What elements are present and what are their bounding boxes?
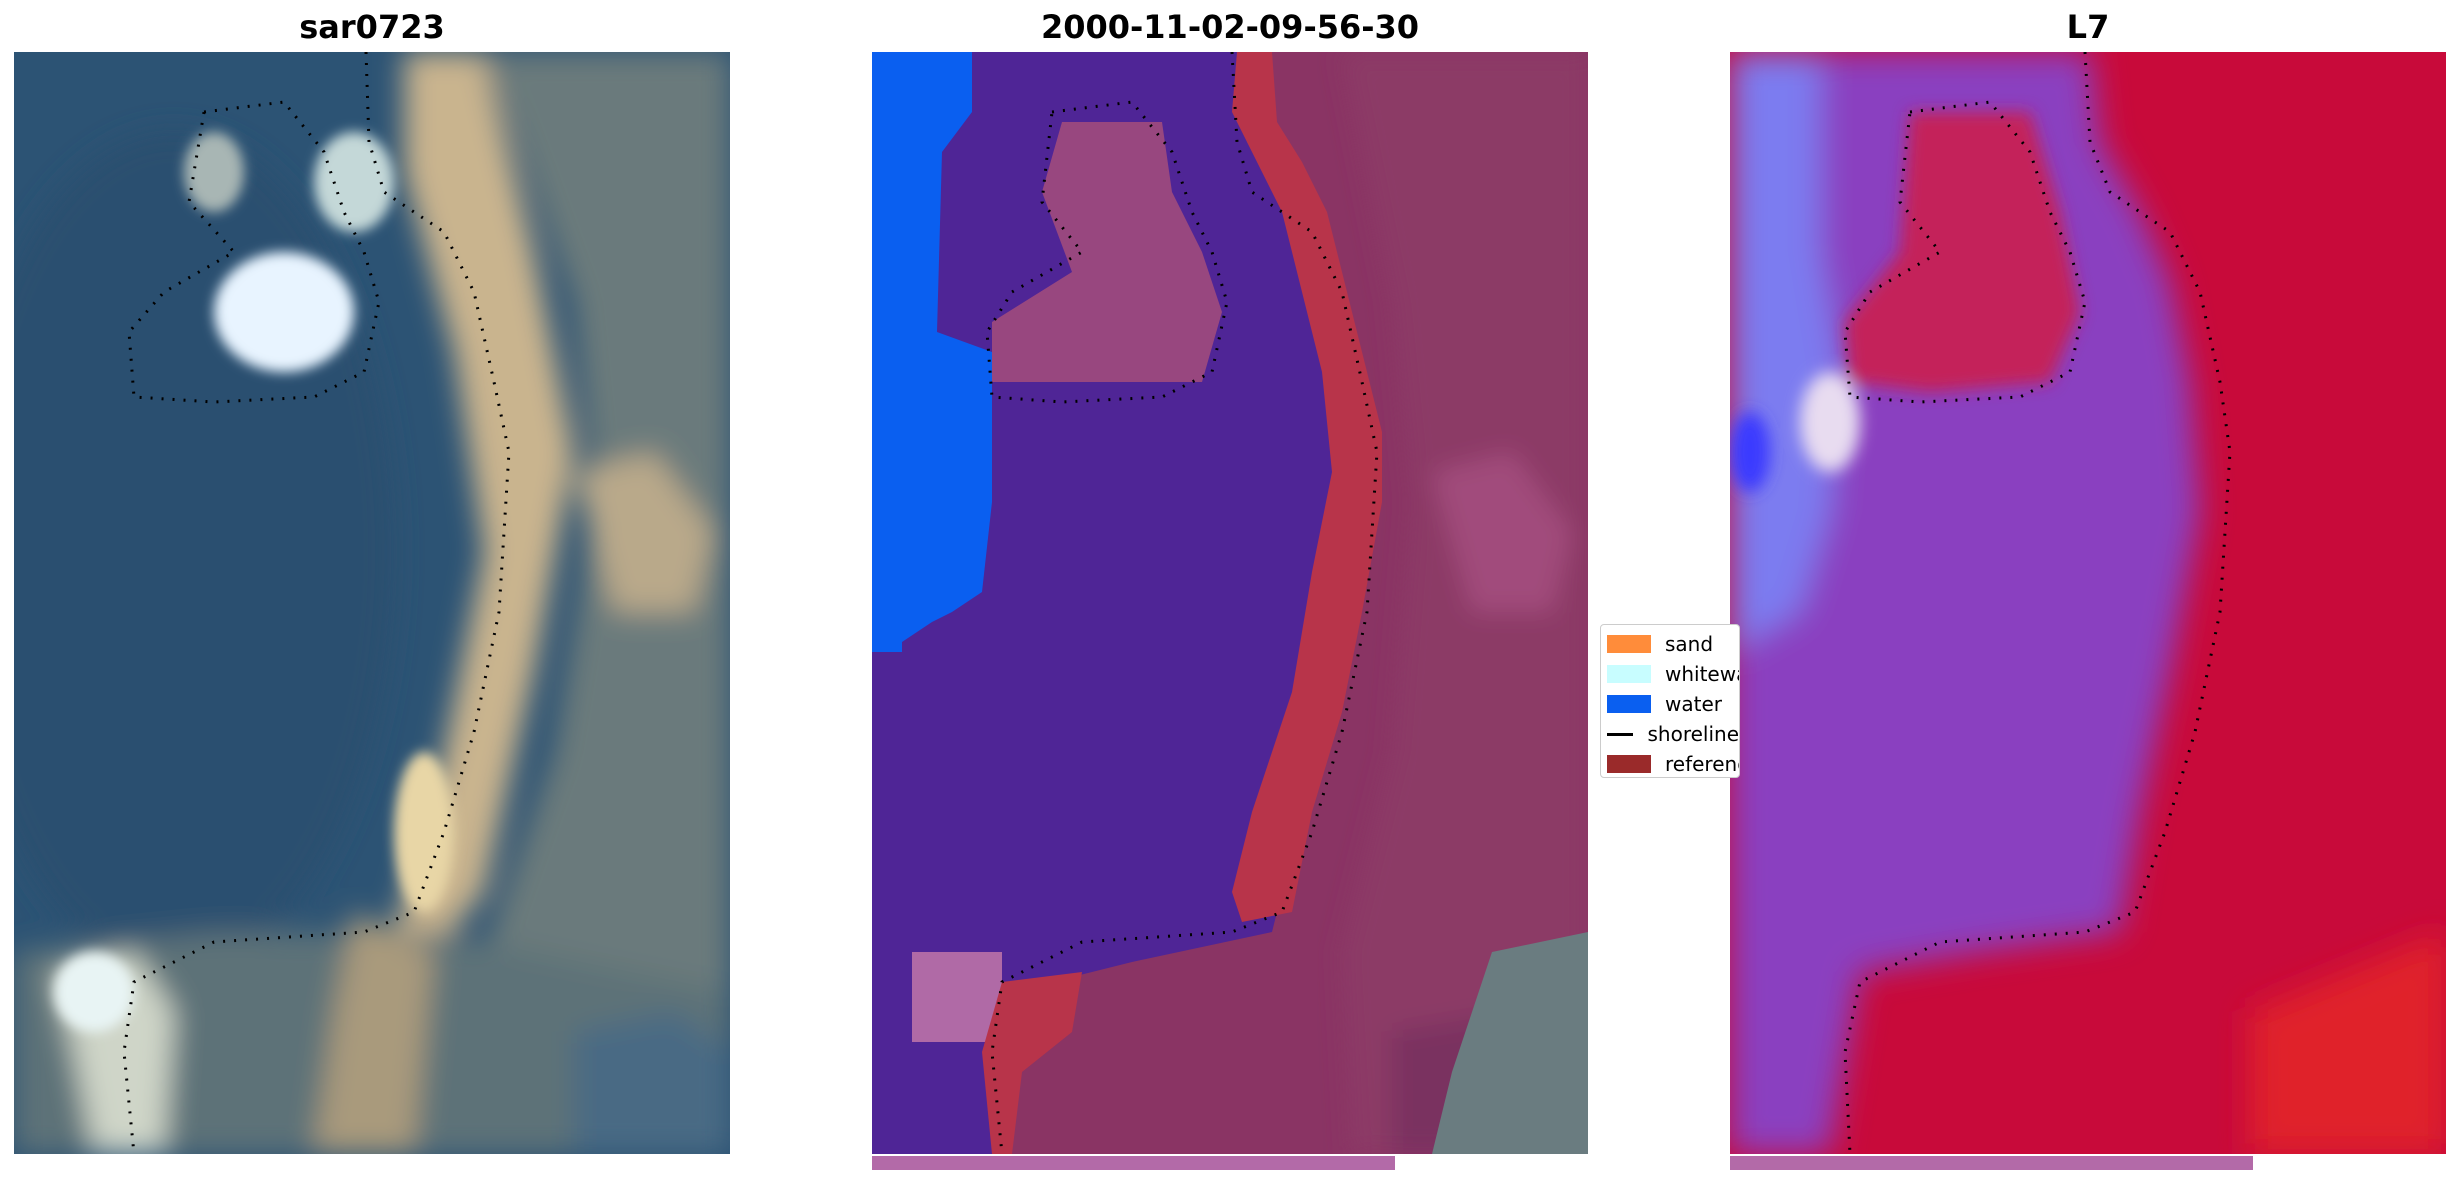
legend-item-water: water	[1607, 689, 1739, 719]
panel-title-index: L7	[2066, 8, 2110, 46]
panel-title-rgb: sar0723	[299, 8, 445, 46]
legend-swatch-water	[1607, 695, 1651, 713]
rgb-image	[14, 52, 730, 1154]
classified-image-panel	[872, 52, 1588, 1154]
open-water-class	[872, 52, 992, 652]
shoreline-loop	[127, 100, 381, 404]
classified-image	[872, 52, 1588, 1154]
legend-item-whitewater: whitewater	[1607, 659, 1739, 689]
legend-item-sand: sand	[1607, 629, 1739, 659]
sand-region	[992, 122, 1222, 382]
legend-item-shoreline: shoreline	[1607, 719, 1739, 749]
shoreline-loop	[1843, 100, 2087, 404]
progress-bar-classified	[872, 1156, 1395, 1170]
legend-label: reference shoreline	[1665, 752, 1739, 776]
legend-label: sand	[1665, 632, 1714, 656]
index-image-panel	[1730, 52, 2446, 1154]
reference-shoreline	[1232, 52, 1382, 922]
legend-label: shoreline	[1647, 722, 1739, 746]
legend-item-reference-shoreline: reference shoreline	[1607, 749, 1739, 777]
shoreline-path	[122, 52, 511, 1154]
legend-swatch-sand	[1607, 635, 1651, 653]
shoreline-path	[990, 52, 1379, 1154]
legend: sand whitewater water shoreline referenc…	[1600, 624, 1740, 778]
panel-title-classified: 2000-11-02-09-56-30	[1040, 8, 1420, 46]
legend-label: water	[1665, 692, 1722, 716]
rgb-image-panel	[14, 52, 730, 1154]
legend-label: whitewater	[1665, 662, 1739, 686]
index-image	[1730, 52, 2446, 1154]
progress-bar-index	[1730, 1156, 2253, 1170]
legend-swatch-reference	[1607, 755, 1651, 773]
shoreline-loop	[985, 100, 1229, 404]
legend-swatch-shoreline	[1607, 732, 1634, 736]
legend-swatch-whitewater	[1607, 665, 1651, 683]
